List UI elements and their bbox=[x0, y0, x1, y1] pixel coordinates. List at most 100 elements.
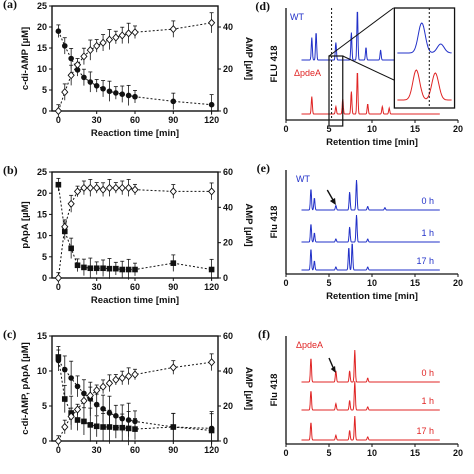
data-point bbox=[61, 422, 69, 432]
data-point bbox=[125, 372, 133, 381]
data-point bbox=[81, 264, 87, 271]
y-tick-label: 0 bbox=[42, 106, 47, 116]
y2-axis-label: AMP [µM] bbox=[243, 203, 254, 246]
panel-label: (f) bbox=[258, 327, 270, 341]
x-tick-label: 120 bbox=[204, 282, 219, 292]
data-point bbox=[93, 401, 100, 408]
x-tick-label: 5 bbox=[326, 448, 331, 458]
data-point bbox=[73, 187, 82, 196]
data-point bbox=[74, 383, 81, 390]
data-point bbox=[80, 183, 88, 192]
x-tick-label: 0 bbox=[283, 124, 288, 134]
y-tick-label: 10 bbox=[37, 366, 47, 376]
data-point bbox=[208, 358, 216, 367]
data-point bbox=[125, 425, 132, 432]
y-tick-label: 5 bbox=[42, 252, 47, 262]
data-point bbox=[87, 79, 94, 85]
y-axis-label: c-di-AMP, pApA [µM] bbox=[20, 342, 31, 435]
data-point bbox=[125, 29, 133, 38]
y2-axis-label: AMP [µM] bbox=[243, 367, 254, 410]
data-point bbox=[99, 185, 107, 194]
data-point bbox=[100, 265, 106, 272]
strain-label: WT bbox=[296, 174, 310, 184]
zoom-inset bbox=[393, 7, 456, 109]
y2-tick-label: 20 bbox=[223, 401, 233, 411]
y2-tick-label: 0 bbox=[223, 273, 228, 283]
y2-tick-label: 20 bbox=[223, 238, 233, 248]
y2-tick-label: 60 bbox=[223, 331, 233, 341]
data-point bbox=[67, 199, 75, 208]
data-point bbox=[132, 266, 138, 273]
chart-panel-c: 0 30 60 90 120 0 5 10 15 0 20 40 60 c-di-AMP, pApA [µ… bbox=[3, 327, 254, 455]
panel-label: (a) bbox=[3, 0, 17, 11]
y-axis-label: pApA [µM] bbox=[20, 201, 31, 248]
x-tick-label: 30 bbox=[92, 282, 102, 292]
data-point bbox=[100, 406, 106, 412]
data-point bbox=[118, 183, 126, 192]
x-tick-label: 15 bbox=[410, 278, 420, 288]
data-point bbox=[112, 33, 120, 42]
strain-label: ΔpdeA bbox=[296, 340, 323, 350]
data-point bbox=[105, 379, 114, 388]
chart-panel-b: 0 30 60 90 120 0 5 10 15 20 25 0 20 40 60 Reaction time… bbox=[3, 163, 254, 306]
data-point bbox=[93, 41, 101, 50]
data-point bbox=[125, 266, 132, 273]
y-tick-label: 10 bbox=[37, 231, 47, 241]
x-tick-label: 0 bbox=[283, 278, 288, 288]
data-point bbox=[170, 424, 177, 430]
y-axis-label: FLU 418 bbox=[269, 46, 280, 83]
data-point bbox=[169, 363, 177, 372]
data-point bbox=[93, 386, 101, 395]
trace-label-wt: WT bbox=[290, 12, 304, 22]
data-point bbox=[99, 38, 107, 47]
x-tick-label: 60 bbox=[130, 282, 140, 292]
trace-label: 1 h bbox=[421, 228, 434, 238]
data-point bbox=[119, 424, 126, 431]
data-point bbox=[55, 28, 62, 34]
panel-label: (e) bbox=[257, 161, 270, 175]
data-point bbox=[61, 88, 69, 97]
data-point bbox=[61, 366, 68, 373]
x-tick-label: 20 bbox=[453, 448, 463, 458]
trace-label: 1 h bbox=[421, 396, 434, 406]
y2-tick-label: 20 bbox=[223, 64, 233, 74]
series-line bbox=[57, 184, 212, 271]
y-tick-label: 20 bbox=[37, 22, 47, 32]
y-tick-label: 15 bbox=[37, 331, 47, 341]
y-tick-label: 20 bbox=[37, 188, 47, 198]
x-tick-label: 90 bbox=[168, 282, 178, 292]
x-axis-label: Retention time [min] bbox=[326, 137, 418, 148]
x-tick-label: 90 bbox=[168, 445, 178, 455]
data-point bbox=[73, 405, 82, 414]
y-tick-label: 5 bbox=[42, 401, 47, 411]
data-point bbox=[86, 391, 94, 400]
data-point bbox=[105, 35, 114, 44]
data-point bbox=[131, 28, 139, 37]
data-point bbox=[74, 417, 81, 423]
data-point bbox=[118, 373, 126, 383]
data-point bbox=[125, 92, 132, 99]
x-tick-label: 5 bbox=[326, 124, 331, 134]
chart-panel-e: 0 5 10 15 20 Retention time [min] Flu 418 (e) 0 … bbox=[257, 161, 463, 302]
data-point bbox=[93, 265, 100, 272]
data-point bbox=[99, 382, 107, 391]
data-point bbox=[81, 418, 87, 425]
x-tick-label: 0 bbox=[56, 282, 61, 292]
data-point bbox=[61, 43, 68, 49]
y-axis-label: c-di-AMP [µM] bbox=[20, 27, 31, 90]
inset-trace bbox=[397, 69, 452, 101]
data-point bbox=[119, 91, 126, 97]
data-point bbox=[169, 25, 177, 34]
series-line bbox=[57, 360, 212, 429]
chromatogram-trace bbox=[301, 73, 440, 115]
data-point bbox=[113, 424, 119, 431]
arrow-head bbox=[329, 198, 336, 205]
zoom-connector bbox=[328, 7, 394, 57]
y-tick-label: 25 bbox=[37, 1, 47, 11]
data-point bbox=[112, 375, 120, 384]
data-point bbox=[55, 181, 62, 188]
data-point bbox=[208, 266, 215, 273]
data-point bbox=[132, 426, 138, 432]
x-tick-label: 60 bbox=[130, 445, 140, 455]
